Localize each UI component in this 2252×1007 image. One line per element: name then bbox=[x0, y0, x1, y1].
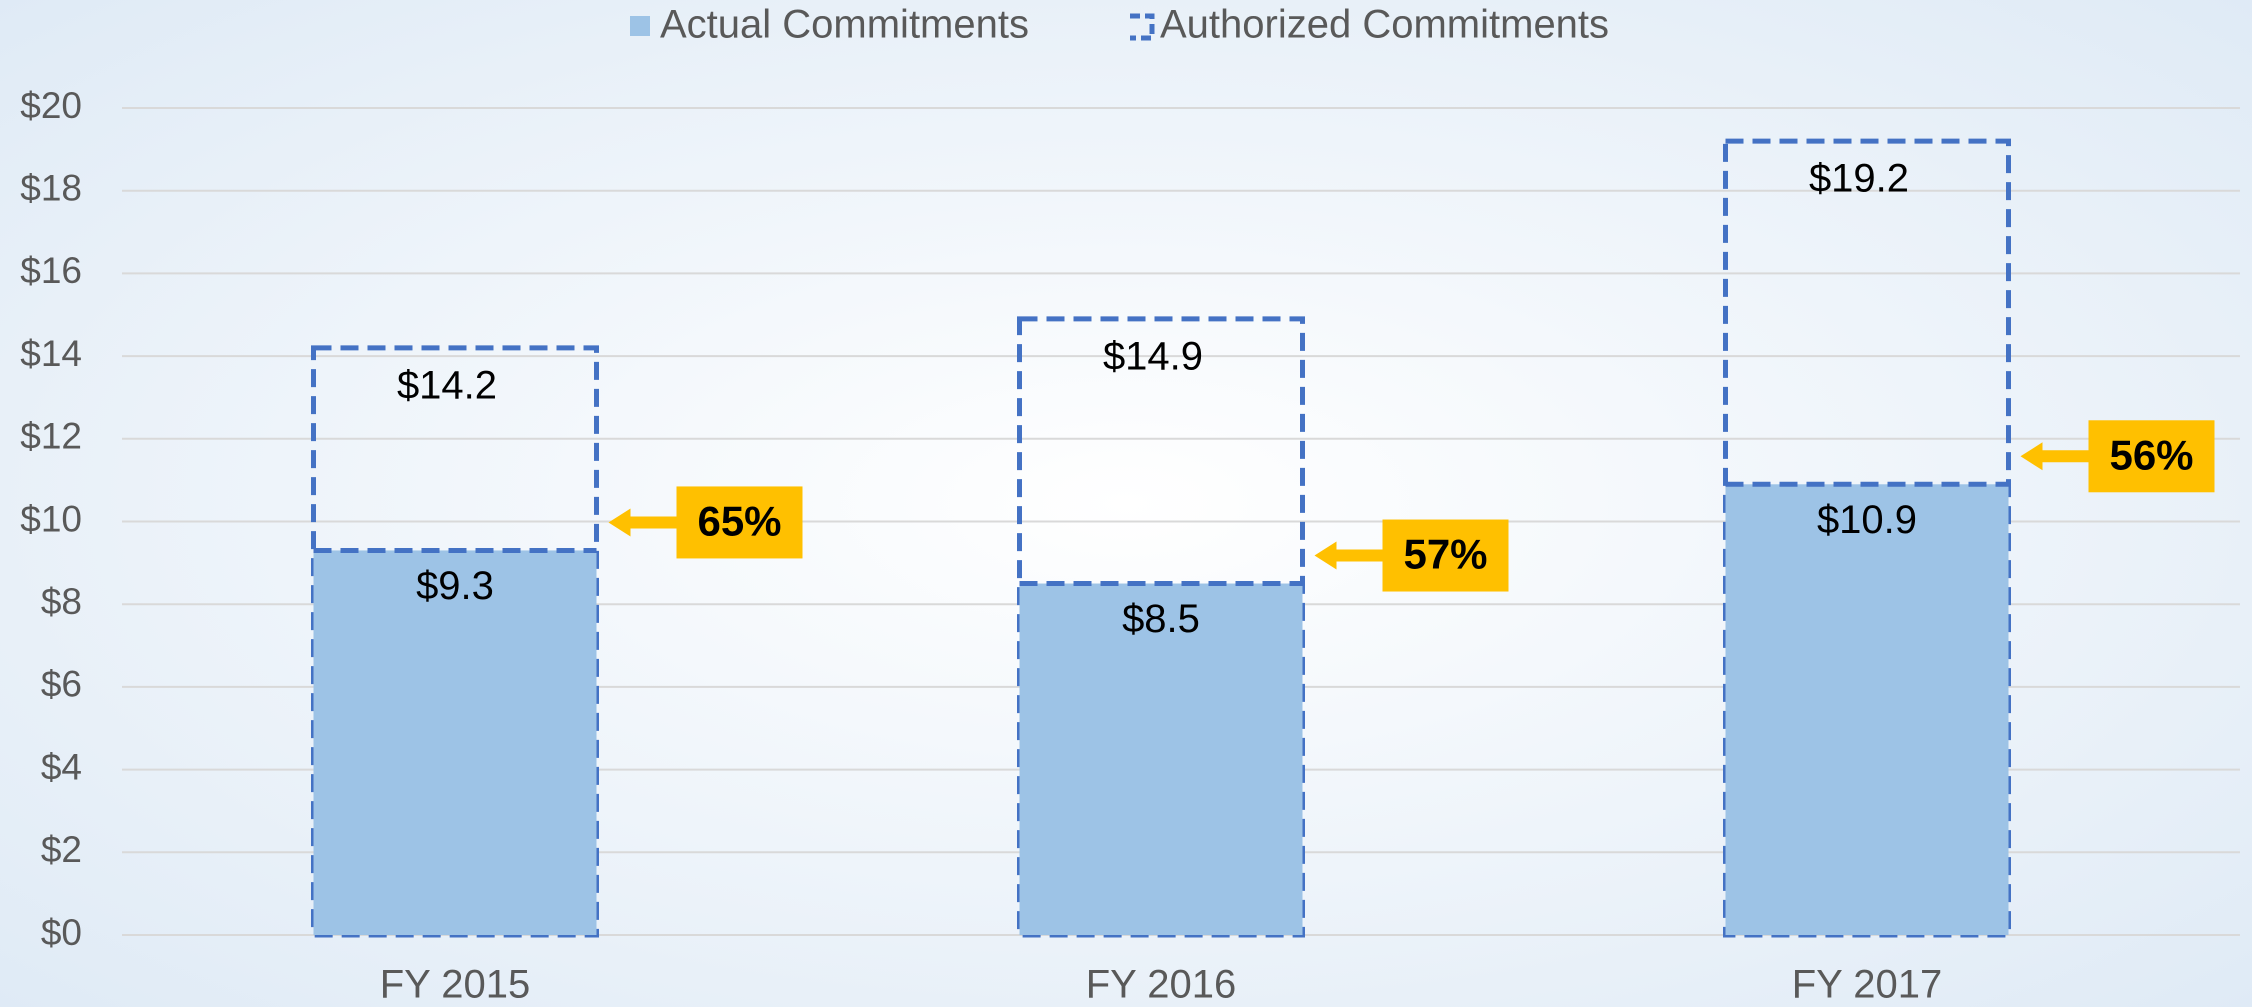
annotation-box bbox=[676, 486, 803, 559]
data-label: $14.9 bbox=[1103, 334, 1203, 378]
y-tick-label: $2 bbox=[41, 829, 82, 870]
y-tick-label: $14 bbox=[20, 333, 82, 374]
data-label: $10.9 bbox=[1817, 498, 1917, 542]
y-tick-label: $4 bbox=[41, 746, 82, 787]
legend-label: Actual Commitments bbox=[660, 3, 1029, 47]
annotation-label: 57% bbox=[1403, 531, 1487, 578]
data-label: $14.2 bbox=[397, 363, 497, 407]
y-tick-label: $16 bbox=[20, 250, 82, 291]
annotation-arrow bbox=[608, 508, 679, 537]
x-tick-label: FY 2016 bbox=[1086, 963, 1237, 1007]
y-tick-label: $20 bbox=[20, 85, 82, 126]
actual-bar bbox=[313, 550, 597, 935]
y-tick-label: $8 bbox=[41, 581, 82, 622]
y-tick-label: $12 bbox=[20, 416, 82, 457]
actual-bar bbox=[1725, 484, 2009, 935]
annotation-box bbox=[2088, 420, 2215, 493]
data-label: $9.3 bbox=[416, 564, 494, 608]
y-tick-label: $6 bbox=[41, 664, 82, 705]
actual-bar bbox=[1019, 583, 1303, 935]
legend-swatch bbox=[630, 16, 650, 36]
x-tick-label: FY 2015 bbox=[380, 963, 531, 1007]
data-label: $19.2 bbox=[1809, 157, 1909, 201]
x-tick-label: FY 2017 bbox=[1792, 963, 1943, 1007]
annotation-label: 65% bbox=[697, 498, 781, 545]
annotation-label: 56% bbox=[2109, 431, 2193, 478]
y-tick-label: $18 bbox=[20, 167, 82, 208]
annotation-box bbox=[1382, 519, 1509, 592]
y-tick-label: $10 bbox=[20, 498, 82, 539]
annotation-arrow bbox=[1314, 541, 1385, 570]
legend-swatch bbox=[1130, 13, 1155, 41]
legend-label: Authorized Commitments bbox=[1160, 3, 1609, 47]
data-label: $8.5 bbox=[1122, 597, 1200, 641]
y-tick-label: $0 bbox=[41, 912, 82, 953]
annotation-arrow bbox=[2020, 442, 2091, 471]
